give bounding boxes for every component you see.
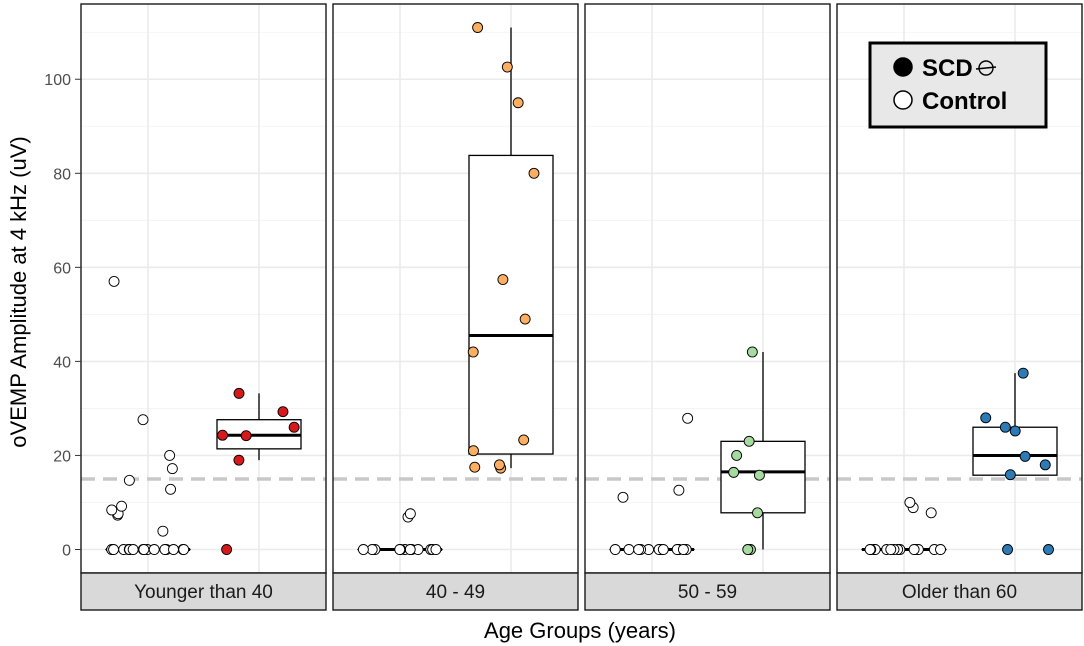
y-tick-label: 20 xyxy=(53,448,71,465)
control-point xyxy=(904,497,916,508)
scd-point xyxy=(1002,544,1014,555)
control-point xyxy=(157,525,169,537)
scd-point xyxy=(221,544,233,555)
scd-point xyxy=(512,97,524,109)
facet-strip-label: Older than 60 xyxy=(902,582,1017,603)
control-point xyxy=(908,544,920,555)
panel-3: 50 - 59 xyxy=(584,3,831,611)
control-point xyxy=(633,544,645,555)
control-point xyxy=(673,484,685,496)
legend-key-scd xyxy=(893,57,913,77)
control-point xyxy=(623,544,635,555)
facet-strip-label: 40 - 49 xyxy=(426,582,485,603)
control-point xyxy=(430,544,442,555)
scd-point xyxy=(1017,367,1029,379)
scd-point xyxy=(753,469,765,481)
y-tick-label: 100 xyxy=(44,72,71,89)
control-point xyxy=(617,491,629,503)
scd-point xyxy=(277,406,289,418)
legend-label-control: Control xyxy=(922,88,1007,115)
scd-point xyxy=(1019,450,1031,462)
legend: SCD Control xyxy=(868,41,1048,129)
legend-key-control xyxy=(893,90,913,110)
facet-strip-label: 50 - 59 xyxy=(678,582,737,603)
scd-point xyxy=(468,445,479,457)
legend-box xyxy=(868,41,1048,129)
legend-label-scd: SCD xyxy=(922,55,973,82)
scd-point xyxy=(472,22,484,33)
scd-point xyxy=(240,430,252,442)
scd-point xyxy=(501,61,513,73)
control-point xyxy=(609,544,621,555)
control-point xyxy=(657,544,669,555)
control-point xyxy=(885,544,897,555)
control-point xyxy=(116,500,128,512)
control-point xyxy=(168,544,179,555)
control-point xyxy=(108,544,120,555)
y-tick-label: 0 xyxy=(62,542,71,559)
control-point xyxy=(164,449,176,461)
control-point xyxy=(137,414,149,426)
panel-1: Younger than 40 xyxy=(80,3,327,611)
scd-point xyxy=(742,544,754,555)
scd-point xyxy=(528,167,540,179)
control-point xyxy=(925,507,937,519)
scd-point xyxy=(469,461,481,473)
control-point xyxy=(682,412,694,424)
x-axis-label: Age Groups (years) xyxy=(484,618,676,643)
control-point xyxy=(138,544,150,555)
scd-point xyxy=(233,387,245,399)
legend-symbol-strike xyxy=(975,66,997,70)
control-point xyxy=(166,463,178,475)
scd-point xyxy=(980,412,992,424)
scd-point xyxy=(728,466,740,478)
control-point xyxy=(148,544,160,555)
y-tick-label: 40 xyxy=(53,354,71,371)
control-point xyxy=(357,544,369,555)
scd-point xyxy=(467,346,479,358)
scd-point xyxy=(731,449,743,461)
facet-strip xyxy=(332,572,579,611)
control-point xyxy=(178,544,190,555)
scd-point xyxy=(1043,544,1054,555)
facet-strip-label: Younger than 40 xyxy=(134,582,273,603)
control-point xyxy=(864,544,876,555)
scd-point xyxy=(518,434,530,446)
scd-point xyxy=(497,274,509,286)
scd-point xyxy=(493,459,505,471)
scd-point xyxy=(519,313,531,325)
scd-point xyxy=(1004,469,1016,481)
control-point xyxy=(127,544,139,555)
facet-strip xyxy=(80,572,327,611)
control-point xyxy=(123,474,135,486)
control-point xyxy=(935,544,946,555)
y-axis: 0 20 40 60 80 100 xyxy=(44,72,81,559)
control-point xyxy=(106,504,118,516)
y-axis-label: oVEMP Amplitude at 4 kHz (uV) xyxy=(6,136,31,447)
scd-point xyxy=(217,429,228,441)
control-point xyxy=(394,544,406,555)
facet-strip xyxy=(836,572,1083,611)
scd-point xyxy=(288,421,300,433)
scd-point xyxy=(1039,459,1051,471)
panel-background xyxy=(81,4,326,573)
scd-point xyxy=(743,435,755,447)
facet-strip xyxy=(584,572,831,611)
scd-point xyxy=(746,346,758,358)
scd-point xyxy=(999,421,1011,433)
y-tick-label: 80 xyxy=(53,166,71,183)
y-tick-label: 60 xyxy=(53,260,71,277)
control-point xyxy=(404,508,416,520)
control-point xyxy=(108,275,120,287)
scd-point xyxy=(1009,425,1021,437)
control-point xyxy=(677,544,689,555)
control-point xyxy=(404,544,416,555)
panel-2: 40 - 49 xyxy=(332,3,579,611)
control-point xyxy=(165,483,177,495)
scd-point xyxy=(233,454,245,466)
scd-box xyxy=(468,154,554,455)
scd-point xyxy=(752,507,763,519)
